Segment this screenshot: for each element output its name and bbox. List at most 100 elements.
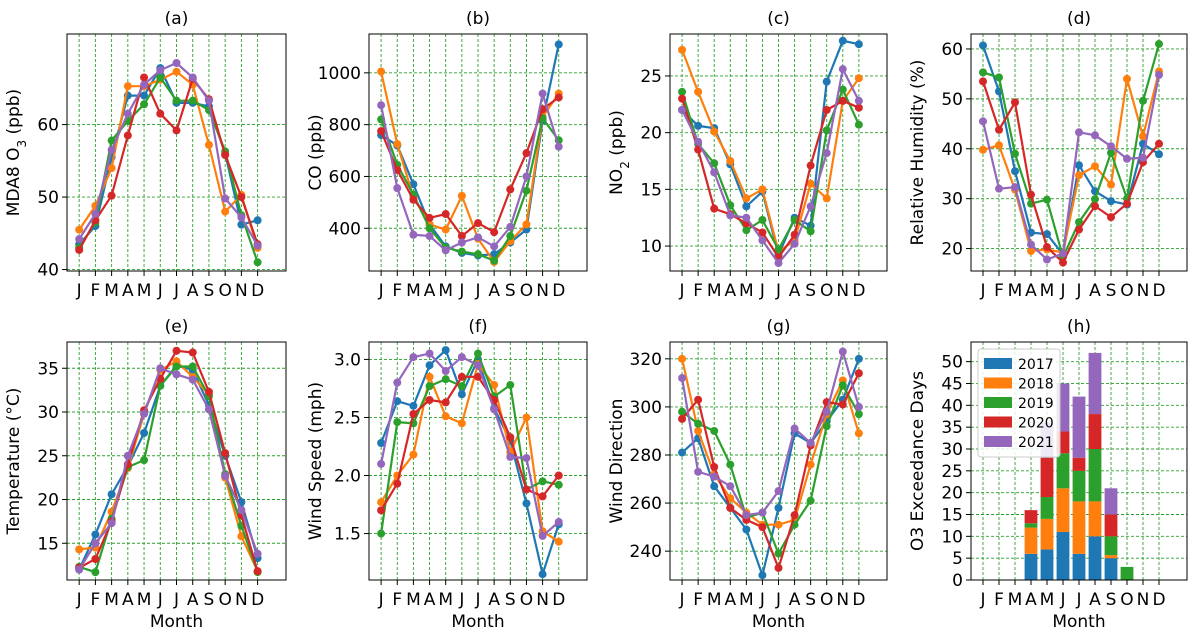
- legend-label: 2017: [1018, 357, 1054, 373]
- data-point-2020: [237, 193, 246, 202]
- data-point-2021: [1011, 183, 1019, 192]
- x-tick-label: A: [789, 281, 801, 301]
- data-point-2019: [188, 362, 197, 371]
- series-line-2019: [982, 43, 1161, 261]
- x-tick-label: M: [438, 590, 453, 610]
- data-point-2021: [409, 353, 418, 362]
- data-point-2021: [441, 367, 450, 376]
- x-tick-label: F: [693, 590, 703, 610]
- y-axis-label: Temperature (°C): [4, 388, 24, 536]
- data-point-2019: [854, 410, 863, 419]
- data-point-2021: [107, 519, 116, 528]
- data-point-2021: [1155, 70, 1163, 79]
- bar-2021: [1088, 352, 1102, 415]
- x-tick-label: J: [474, 281, 480, 301]
- y-tick-label: 800: [329, 116, 361, 136]
- x-tick-label: F: [392, 281, 402, 301]
- y-tick-label: 400: [329, 219, 361, 239]
- series-line-2021: [78, 61, 259, 247]
- x-tick-label: F: [90, 590, 100, 610]
- data-point-2019: [538, 477, 547, 486]
- data-point-2021: [554, 142, 563, 151]
- data-point-2017: [758, 571, 767, 580]
- data-point-2021: [204, 96, 213, 105]
- x-tick-label: M: [406, 281, 421, 301]
- data-point-2020: [107, 191, 116, 200]
- data-point-2019: [726, 460, 735, 469]
- data-point-2018: [1027, 247, 1035, 256]
- data-point-2018: [393, 140, 402, 149]
- data-point-2020: [457, 232, 466, 241]
- series-line-2019: [681, 86, 860, 252]
- data-point-2017: [1011, 167, 1019, 176]
- data-point-2020: [1027, 190, 1035, 199]
- x-tick-label: F: [994, 281, 1004, 301]
- data-point-2021: [91, 209, 100, 218]
- data-point-2017: [979, 41, 987, 50]
- x-tick-label: N: [536, 281, 549, 301]
- data-point-2019: [107, 136, 116, 145]
- x-tick-label: O: [1120, 590, 1133, 610]
- bar-2017: [1072, 553, 1086, 580]
- data-point-2018: [774, 520, 783, 529]
- data-point-2020: [522, 149, 531, 158]
- data-point-2021: [156, 364, 165, 373]
- data-point-2021: [188, 73, 197, 82]
- x-tick-label: N: [536, 590, 549, 610]
- axes-frame: [368, 33, 588, 272]
- data-point-2021: [758, 236, 767, 245]
- bar-2020: [1088, 414, 1102, 449]
- data-point-2019: [156, 73, 165, 82]
- y-tick-label: 50: [941, 353, 963, 373]
- data-point-2021: [441, 246, 450, 255]
- y-tick-label: 280: [630, 446, 662, 466]
- x-tick-label: M: [137, 590, 152, 610]
- legend-label: 2021: [1018, 435, 1054, 451]
- x-tick-label: J: [1059, 281, 1065, 301]
- data-point-2021: [1107, 142, 1115, 151]
- x-axis-label: Month: [752, 612, 805, 632]
- x-axis-label: Month: [1052, 612, 1105, 632]
- data-point-2020: [425, 213, 434, 222]
- y-tick-label: 2.5: [334, 408, 361, 428]
- data-point-2019: [822, 126, 831, 135]
- data-point-2017: [253, 216, 262, 225]
- data-point-2020: [822, 105, 831, 114]
- y-axis-label: CO (ppb): [306, 114, 326, 190]
- data-point-2018: [554, 537, 563, 546]
- data-point-2020: [554, 471, 563, 480]
- axes-frame: [970, 341, 1188, 581]
- y-tick-label: 600: [329, 167, 361, 187]
- data-point-2020: [1123, 199, 1131, 208]
- x-tick-label: F: [90, 281, 100, 301]
- data-point-2019: [441, 375, 450, 384]
- x-tick-label: S: [1106, 281, 1117, 301]
- x-tick-label: J: [1075, 281, 1081, 301]
- data-point-2020: [377, 127, 386, 136]
- data-point-2017: [554, 40, 563, 49]
- legend-label: 2020: [1018, 416, 1054, 432]
- x-tick-label: J: [759, 590, 765, 610]
- x-tick-label: A: [122, 590, 134, 610]
- data-point-2018: [123, 82, 132, 91]
- x-tick-label: M: [1008, 281, 1023, 301]
- data-point-2017: [393, 397, 402, 406]
- data-point-2017: [409, 180, 418, 189]
- x-axis-label: Month: [451, 612, 504, 632]
- data-point-2017: [854, 40, 863, 49]
- bar-2018: [1024, 527, 1038, 554]
- x-tick-label: S: [505, 281, 516, 301]
- data-point-2019: [854, 120, 863, 129]
- data-point-2019: [806, 496, 815, 505]
- data-point-2021: [522, 454, 531, 463]
- series-line-2018: [982, 71, 1161, 254]
- data-point-2020: [91, 555, 100, 563]
- data-point-2018: [409, 450, 418, 459]
- data-point-2017: [774, 503, 783, 512]
- bar-2017: [1088, 536, 1102, 580]
- data-point-2017: [838, 36, 847, 45]
- x-axis-label: Month: [150, 612, 203, 632]
- panel-title: (e): [165, 317, 189, 337]
- data-point-2018: [1123, 74, 1131, 83]
